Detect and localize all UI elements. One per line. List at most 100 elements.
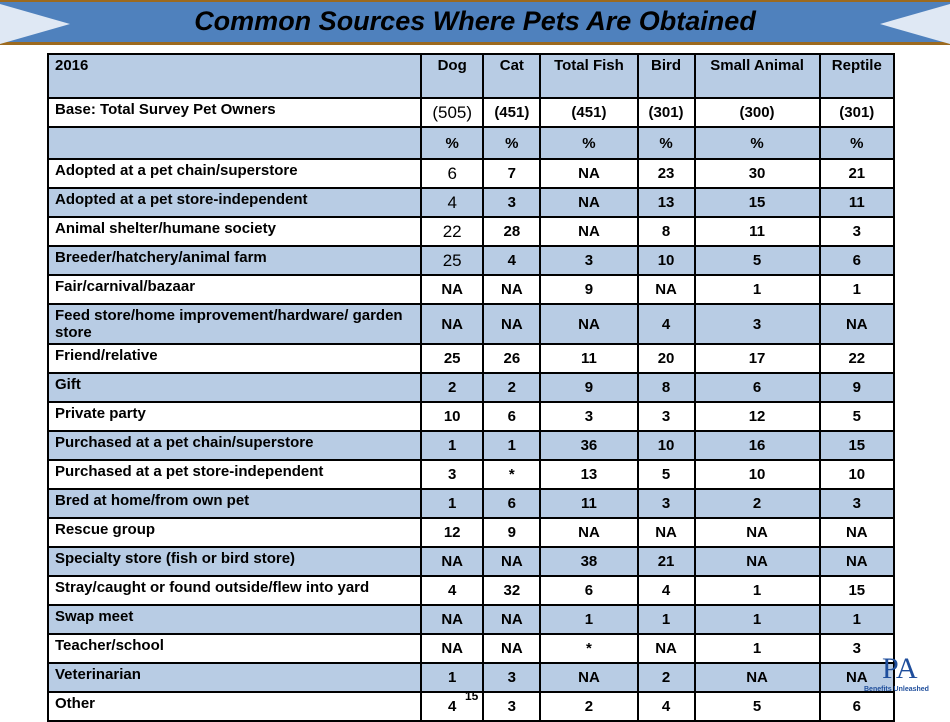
cell-value: 28 bbox=[482, 216, 542, 247]
row-label: Base: Total Survey Pet Owners bbox=[47, 97, 422, 128]
cell-value: 3 bbox=[818, 633, 896, 664]
cell-value: 20 bbox=[636, 343, 696, 374]
table-row: Rescue group 12 9 NA NA NA NA bbox=[47, 517, 896, 548]
cell-value: NA bbox=[818, 546, 896, 577]
table-row: Bred at home/from own pet 1 6 11 3 2 3 bbox=[47, 488, 896, 519]
cell-value: (451) bbox=[539, 97, 639, 128]
cell-value: Small Animal bbox=[693, 53, 821, 99]
row-label: Purchased at a pet store-independent bbox=[47, 459, 422, 490]
cell-value: (300) bbox=[693, 97, 821, 128]
cell-value: 3 bbox=[693, 303, 821, 345]
cell-value: 9 bbox=[539, 274, 639, 305]
table-row: Fair/carnival/bazaar NA NA 9 NA 1 1 bbox=[47, 274, 896, 305]
table-row: Purchased at a pet chain/superstore 1 1 36 1… bbox=[47, 430, 896, 461]
cell-value: Reptile bbox=[818, 53, 896, 99]
cell-value: 3 bbox=[482, 187, 542, 218]
cell-value: NA bbox=[636, 517, 696, 548]
row-label: Stray/caught or found outside/flew into … bbox=[47, 575, 422, 606]
cell-value: % bbox=[539, 126, 639, 160]
table-row: Specialty store (fish or bird store) NA NA… bbox=[47, 546, 896, 577]
cell-value: 12 bbox=[693, 401, 821, 432]
cell-value: 1 bbox=[693, 575, 821, 606]
cell-value: 6 bbox=[419, 158, 485, 189]
table-row: Teacher/school NA NA * NA 1 3 bbox=[47, 633, 896, 664]
cell-value: NA bbox=[636, 274, 696, 305]
cell-value: % bbox=[693, 126, 821, 160]
cell-value: 5 bbox=[818, 401, 896, 432]
table-row: Gift 2 2 9 8 6 9 bbox=[47, 372, 896, 403]
cell-value: NA bbox=[419, 274, 485, 305]
cell-value: * bbox=[539, 633, 639, 664]
cell-value: 9 bbox=[818, 372, 896, 403]
cell-value: NA bbox=[539, 517, 639, 548]
cell-value: 6 bbox=[539, 575, 639, 606]
base-row: Base: Total Survey Pet Owners (505) (451) (… bbox=[47, 97, 896, 128]
cell-value: NA bbox=[539, 662, 639, 693]
cell-value: 21 bbox=[636, 546, 696, 577]
cell-value: 6 bbox=[482, 401, 542, 432]
row-label: Specialty store (fish or bird store) bbox=[47, 546, 422, 577]
cell-value: NA bbox=[482, 604, 542, 635]
cell-value: NA bbox=[539, 187, 639, 218]
cell-value: (505) bbox=[419, 97, 485, 128]
cell-value: 13 bbox=[636, 187, 696, 218]
cell-value: % bbox=[636, 126, 696, 160]
cell-value: 3 bbox=[482, 662, 542, 693]
cell-value: 1 bbox=[419, 662, 485, 693]
cell-value: 25 bbox=[419, 343, 485, 374]
cell-value: NA bbox=[539, 216, 639, 247]
cell-value: 7 bbox=[482, 158, 542, 189]
banner-right-notch bbox=[880, 4, 950, 44]
cell-value: 9 bbox=[482, 517, 542, 548]
cell-value: NA bbox=[419, 604, 485, 635]
table-row: Veterinarian 1 3 NA 2 NA NA bbox=[47, 662, 896, 693]
cell-value: 8 bbox=[636, 372, 696, 403]
cell-value: % bbox=[482, 126, 542, 160]
row-label: Animal shelter/humane society bbox=[47, 216, 422, 247]
cell-value: 17 bbox=[693, 343, 821, 374]
cell-value: 11 bbox=[539, 343, 639, 374]
table-row: Friend/relative 25 26 11 20 17 22 bbox=[47, 343, 896, 374]
cell-value: % bbox=[818, 126, 896, 160]
cell-value: NA bbox=[482, 303, 542, 345]
cell-value: 3 bbox=[539, 401, 639, 432]
cell-value: NA bbox=[419, 303, 485, 345]
cell-value: 11 bbox=[693, 216, 821, 247]
table-row: Private party 10 6 3 3 12 5 bbox=[47, 401, 896, 432]
title-banner: Common Sources Where Pets Are Obtained bbox=[0, 0, 950, 45]
cell-value: 4 bbox=[636, 303, 696, 345]
cell-value: 1 bbox=[419, 488, 485, 519]
cell-value: 4 bbox=[419, 575, 485, 606]
cell-value: NA bbox=[419, 633, 485, 664]
row-label: Veterinarian bbox=[47, 662, 422, 693]
row-label: Gift bbox=[47, 372, 422, 403]
cell-value: 36 bbox=[539, 430, 639, 461]
cell-value: 2 bbox=[539, 691, 639, 722]
cell-value: 4 bbox=[482, 245, 542, 276]
cell-value: NA bbox=[818, 662, 896, 693]
cell-value: 9 bbox=[539, 372, 639, 403]
row-label: Bred at home/from own pet bbox=[47, 488, 422, 519]
table-row: Breeder/hatchery/animal farm 25 4 3 10 5 6 bbox=[47, 245, 896, 276]
row-label: Private party bbox=[47, 401, 422, 432]
row-label: 2016 bbox=[47, 53, 422, 99]
cell-value: 11 bbox=[539, 488, 639, 519]
cell-value: 4 bbox=[419, 187, 485, 218]
cell-value: 5 bbox=[693, 245, 821, 276]
cell-value: 13 bbox=[539, 459, 639, 490]
cell-value: NA bbox=[693, 546, 821, 577]
cell-value: NA bbox=[818, 303, 896, 345]
table-row: Animal shelter/humane society 22 28 NA 8 11 3 bbox=[47, 216, 896, 247]
cell-value: * bbox=[482, 459, 542, 490]
cell-value: 1 bbox=[419, 430, 485, 461]
cell-value: NA bbox=[539, 303, 639, 345]
header-row: 2016 Dog Cat Total Fish Bird Small Animal Rept… bbox=[47, 53, 896, 99]
table-row: Purchased at a pet store-independent 3 * 13… bbox=[47, 459, 896, 490]
cell-value: 2 bbox=[693, 488, 821, 519]
cell-value: 6 bbox=[482, 488, 542, 519]
cell-value: NA bbox=[636, 633, 696, 664]
row-label: Feed store/home improvement/hardware/ ga… bbox=[47, 303, 422, 345]
cell-value: 25 bbox=[419, 245, 485, 276]
cell-value: NA bbox=[539, 158, 639, 189]
cell-value: 1 bbox=[693, 274, 821, 305]
